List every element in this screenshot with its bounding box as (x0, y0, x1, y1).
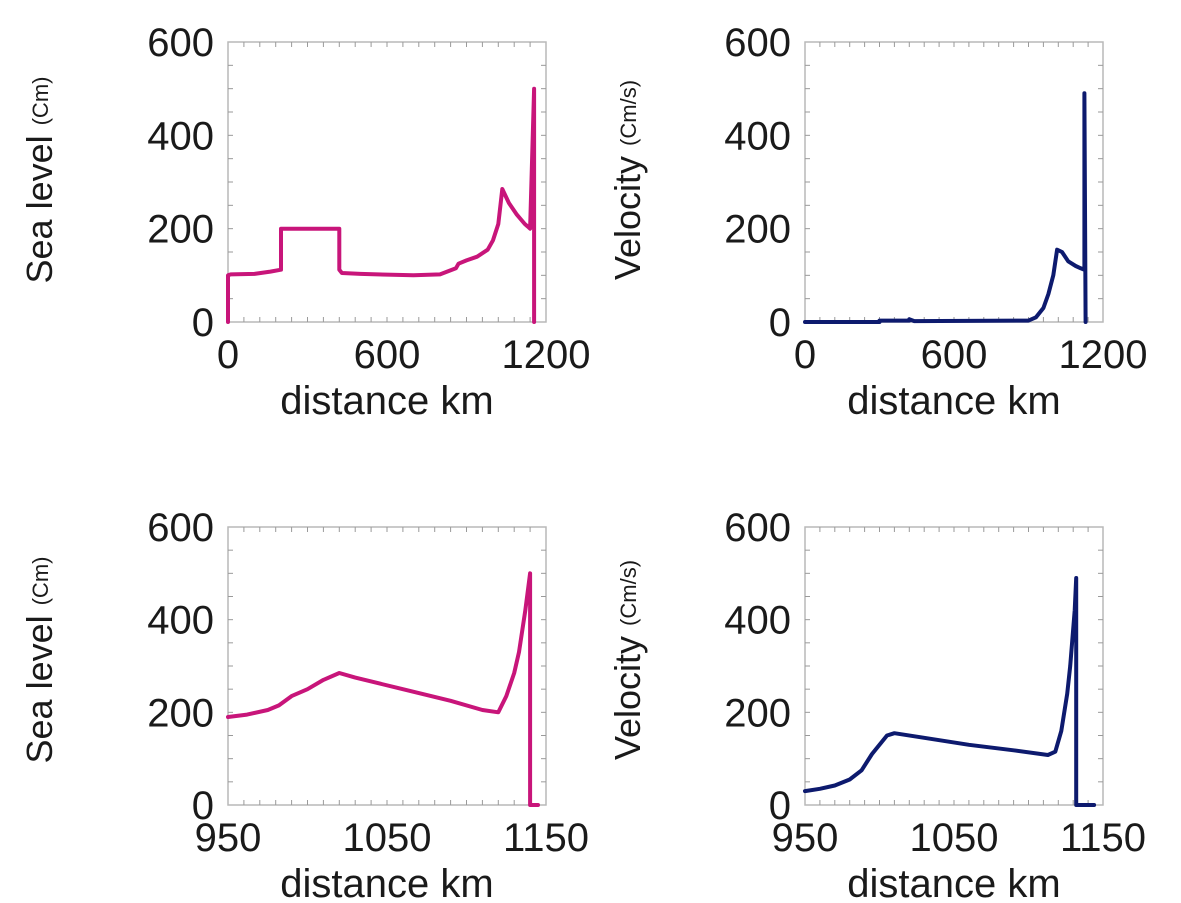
x-tick-label: 0 (217, 333, 239, 377)
y-tick-label: 600 (147, 506, 214, 550)
x-tick-label: 1050 (910, 816, 999, 860)
y-axis-label-main: Sea level (19, 125, 60, 283)
series-line (803, 576, 1097, 807)
y-axis-label: Sea level (Cm) (19, 77, 60, 284)
x-tick-label: 1050 (343, 816, 432, 860)
x-tick-label: 600 (354, 333, 421, 377)
y-tick-label: 0 (769, 784, 791, 828)
y-axis-label-unit: (Cm) (28, 77, 53, 126)
y-tick-label: 200 (724, 691, 791, 735)
plot-frame (227, 526, 547, 806)
x-tick-label: 1150 (1060, 816, 1146, 860)
y-tick-label: 0 (192, 301, 214, 345)
x-tick-label: 1200 (1059, 333, 1148, 377)
y-tick-label: 600 (724, 21, 791, 65)
y-axis-label-unit: (Cm/s) (616, 560, 641, 626)
y-tick-label: 400 (147, 114, 214, 158)
y-tick-label: 0 (192, 784, 214, 828)
y-tick-label: 600 (147, 21, 214, 65)
y-axis-label-unit: (Cm/s) (616, 80, 641, 146)
y-tick-label: 200 (147, 691, 214, 735)
series-line (226, 86, 537, 324)
x-tick-label: 1150 (503, 816, 589, 860)
y-tick-label: 400 (724, 599, 791, 643)
x-tick-label: 1200 (502, 333, 591, 377)
x-tick-label: 600 (921, 333, 988, 377)
y-tick-label: 0 (769, 301, 791, 345)
y-tick-label: 600 (724, 506, 791, 550)
y-tick-label: 400 (147, 599, 214, 643)
x-axis-label: distance km (847, 862, 1060, 903)
y-axis-label-unit: (Cm) (28, 557, 53, 606)
series-line (803, 91, 1088, 324)
x-axis-label: distance km (847, 379, 1060, 423)
y-axis-label-main: Velocity (607, 146, 648, 280)
plot-frame (804, 526, 1104, 806)
y-axis-label: Sea level (Cm) (19, 557, 60, 764)
y-axis-label: Velocity (Cm/s) (607, 560, 648, 760)
y-tick-label: 200 (724, 208, 791, 252)
y-axis-label: Velocity (Cm/s) (607, 80, 648, 280)
y-tick-label: 400 (724, 114, 791, 158)
x-axis-label: distance km (280, 379, 493, 423)
y-tick-label: 200 (147, 208, 214, 252)
x-tick-label: 950 (195, 816, 262, 860)
series-line (226, 571, 540, 807)
y-axis-label-main: Sea level (19, 605, 60, 763)
x-axis-label: distance km (280, 862, 493, 903)
y-axis-label-main: Velocity (607, 626, 648, 760)
x-tick-label: 0 (794, 333, 816, 377)
plot-frame (227, 41, 547, 323)
plot-frame (804, 41, 1104, 323)
x-tick-label: 950 (772, 816, 839, 860)
